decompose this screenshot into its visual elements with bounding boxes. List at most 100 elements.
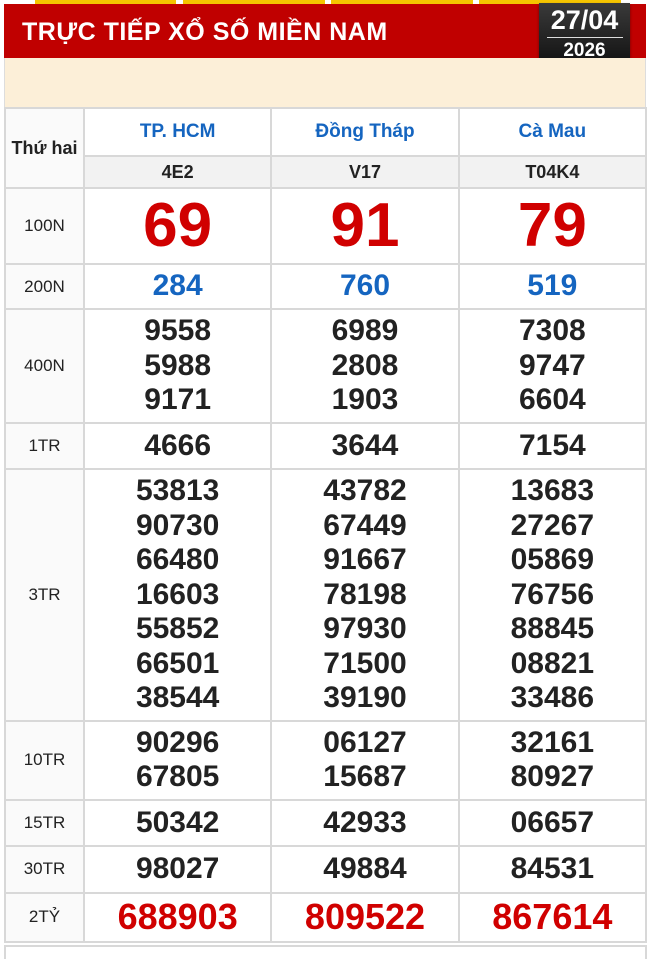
date-day: 27/04 (550, 5, 619, 35)
prize-label: 10TR (4, 719, 85, 801)
prize-row: 15TR 50342 42933 06657 (4, 798, 648, 847)
prize-row: 10TR 90296 67805 06127 15687 32161 80927 (4, 719, 648, 801)
winning-number: 9747 (518, 348, 586, 382)
prize-cell: 90296 67805 (82, 719, 273, 801)
ticket-code: V17 (270, 155, 460, 189)
prize-row: 3TR 53813 90730 66480 16603 55852 66501 38544 43… (4, 468, 648, 722)
prize-cell: 4666 (82, 421, 273, 470)
winning-number: 69 (143, 191, 213, 260)
prize-row: 200N 284 760 519 (4, 263, 648, 310)
date-badge: 27/04 2026 (539, 3, 630, 66)
prize-cell: 13683 27267 05869 76756 88845 08821 33486 (457, 468, 648, 722)
winning-number: 79 (517, 191, 587, 260)
winning-number: 91667 (323, 543, 407, 576)
winning-number: 6989 (331, 314, 399, 347)
winning-number: 5988 (144, 348, 212, 382)
winning-number: 760 (339, 269, 391, 303)
winning-number: 88845 (510, 612, 595, 645)
winning-number: 53813 (135, 474, 220, 507)
winning-number: 7154 (518, 428, 586, 462)
winning-number: 90730 (135, 508, 220, 542)
prize-label: 30TR (4, 845, 85, 894)
winning-number: 06127 (323, 725, 407, 759)
top-tab[interactable] (479, 0, 621, 4)
prize-cell: 91 (270, 187, 460, 265)
winning-number: 08821 (510, 646, 595, 680)
ticket-code: 4E2 (82, 155, 273, 189)
winning-number: 97930 (323, 612, 407, 645)
prize-cell: 7308 9747 6604 (457, 308, 648, 424)
prize-cell: 50342 (82, 798, 273, 847)
winning-number: 1903 (331, 383, 399, 416)
winning-number: 809522 (304, 895, 426, 937)
code-row: 4E2 V17 T04K4 (5, 155, 648, 189)
winning-number: 67805 (135, 760, 220, 793)
prize-cell: 32161 80927 (457, 719, 648, 801)
winning-number: 80927 (510, 760, 595, 793)
prize-label: 3TR (4, 468, 85, 722)
prize-label: 2TỶ (4, 891, 85, 943)
prize-cell: 760 (270, 263, 460, 310)
province-name[interactable]: Đồng Tháp (270, 107, 460, 157)
prize-cell: 42933 (270, 798, 460, 847)
winning-number: 13683 (510, 474, 595, 507)
top-tab[interactable] (183, 0, 325, 4)
province-name[interactable]: TP. HCM (82, 107, 273, 157)
winning-number: 43782 (323, 474, 407, 507)
prize-cell: 6989 2808 1903 (270, 308, 460, 424)
prize-cell: 3644 (270, 421, 460, 470)
winning-number: 7308 (518, 314, 586, 347)
banner (4, 58, 646, 107)
winning-number: 9558 (144, 314, 212, 347)
prize-label: 15TR (4, 798, 85, 847)
prize-row: 2TỶ 688903 809522 867614 (4, 891, 648, 943)
prize-cell: 867614 (457, 891, 648, 943)
date-year: 2026 (563, 40, 606, 61)
prize-cell: 06657 (457, 798, 648, 847)
top-tab[interactable] (35, 0, 176, 4)
winning-number: 284 (152, 269, 203, 303)
prize-cell: 49884 (270, 845, 460, 894)
prize-label: 100N (4, 187, 85, 265)
winning-number: 49884 (323, 852, 407, 885)
winning-number: 91 (330, 191, 400, 260)
table-footer-row (4, 945, 647, 959)
winning-number: 66480 (135, 543, 220, 576)
prize-cell: 284 (82, 263, 273, 310)
prize-row: 400N 9558 5988 9171 6989 2808 1903 7308 9747 6604 (4, 308, 648, 424)
winning-number: 4666 (144, 428, 212, 462)
prize-cell: 79 (457, 187, 648, 265)
prize-label: 400N (4, 308, 85, 424)
prize-cell: 53813 90730 66480 16603 55852 66501 38544 (82, 468, 273, 722)
prize-row: 100N 69 91 79 (4, 187, 648, 265)
top-tabs (0, 0, 650, 5)
prize-cell: 43782 67449 91667 78198 97930 71500 39190 (270, 468, 460, 722)
winning-number: 90296 (135, 725, 220, 759)
prize-cell: 688903 (82, 891, 273, 943)
prize-cell: 9558 5988 9171 (82, 308, 273, 424)
page-title: TRỰC TIẾP XỔ SỐ MIỀN NAM (22, 18, 388, 46)
prize-cell: 06127 15687 (270, 719, 460, 801)
winning-number: 84531 (510, 852, 595, 885)
winning-number: 98027 (135, 852, 220, 885)
prize-cell: 519 (457, 263, 648, 310)
winning-number: 71500 (323, 646, 407, 680)
winning-number: 39190 (323, 681, 407, 714)
prize-cell: 98027 (82, 845, 273, 894)
winning-number: 67449 (323, 508, 407, 542)
top-tab[interactable] (331, 0, 473, 4)
prize-cell: 7154 (457, 421, 648, 470)
divider (546, 37, 623, 38)
province-name[interactable]: Cà Mau (457, 107, 648, 157)
winning-number: 33486 (510, 681, 595, 714)
winning-number: 16603 (135, 577, 220, 611)
prize-cell: 84531 (457, 845, 648, 894)
province-row: Thứ hai TP. HCM Đồng Tháp Cà Mau (4, 107, 648, 189)
winning-number: 6604 (518, 383, 586, 416)
winning-number: 688903 (117, 895, 238, 937)
day-label: Thứ hai (4, 107, 85, 189)
winning-number: 38544 (135, 681, 220, 714)
winning-number: 32161 (510, 725, 595, 759)
prize-cell: 809522 (270, 891, 460, 943)
winning-number: 9171 (144, 383, 212, 416)
